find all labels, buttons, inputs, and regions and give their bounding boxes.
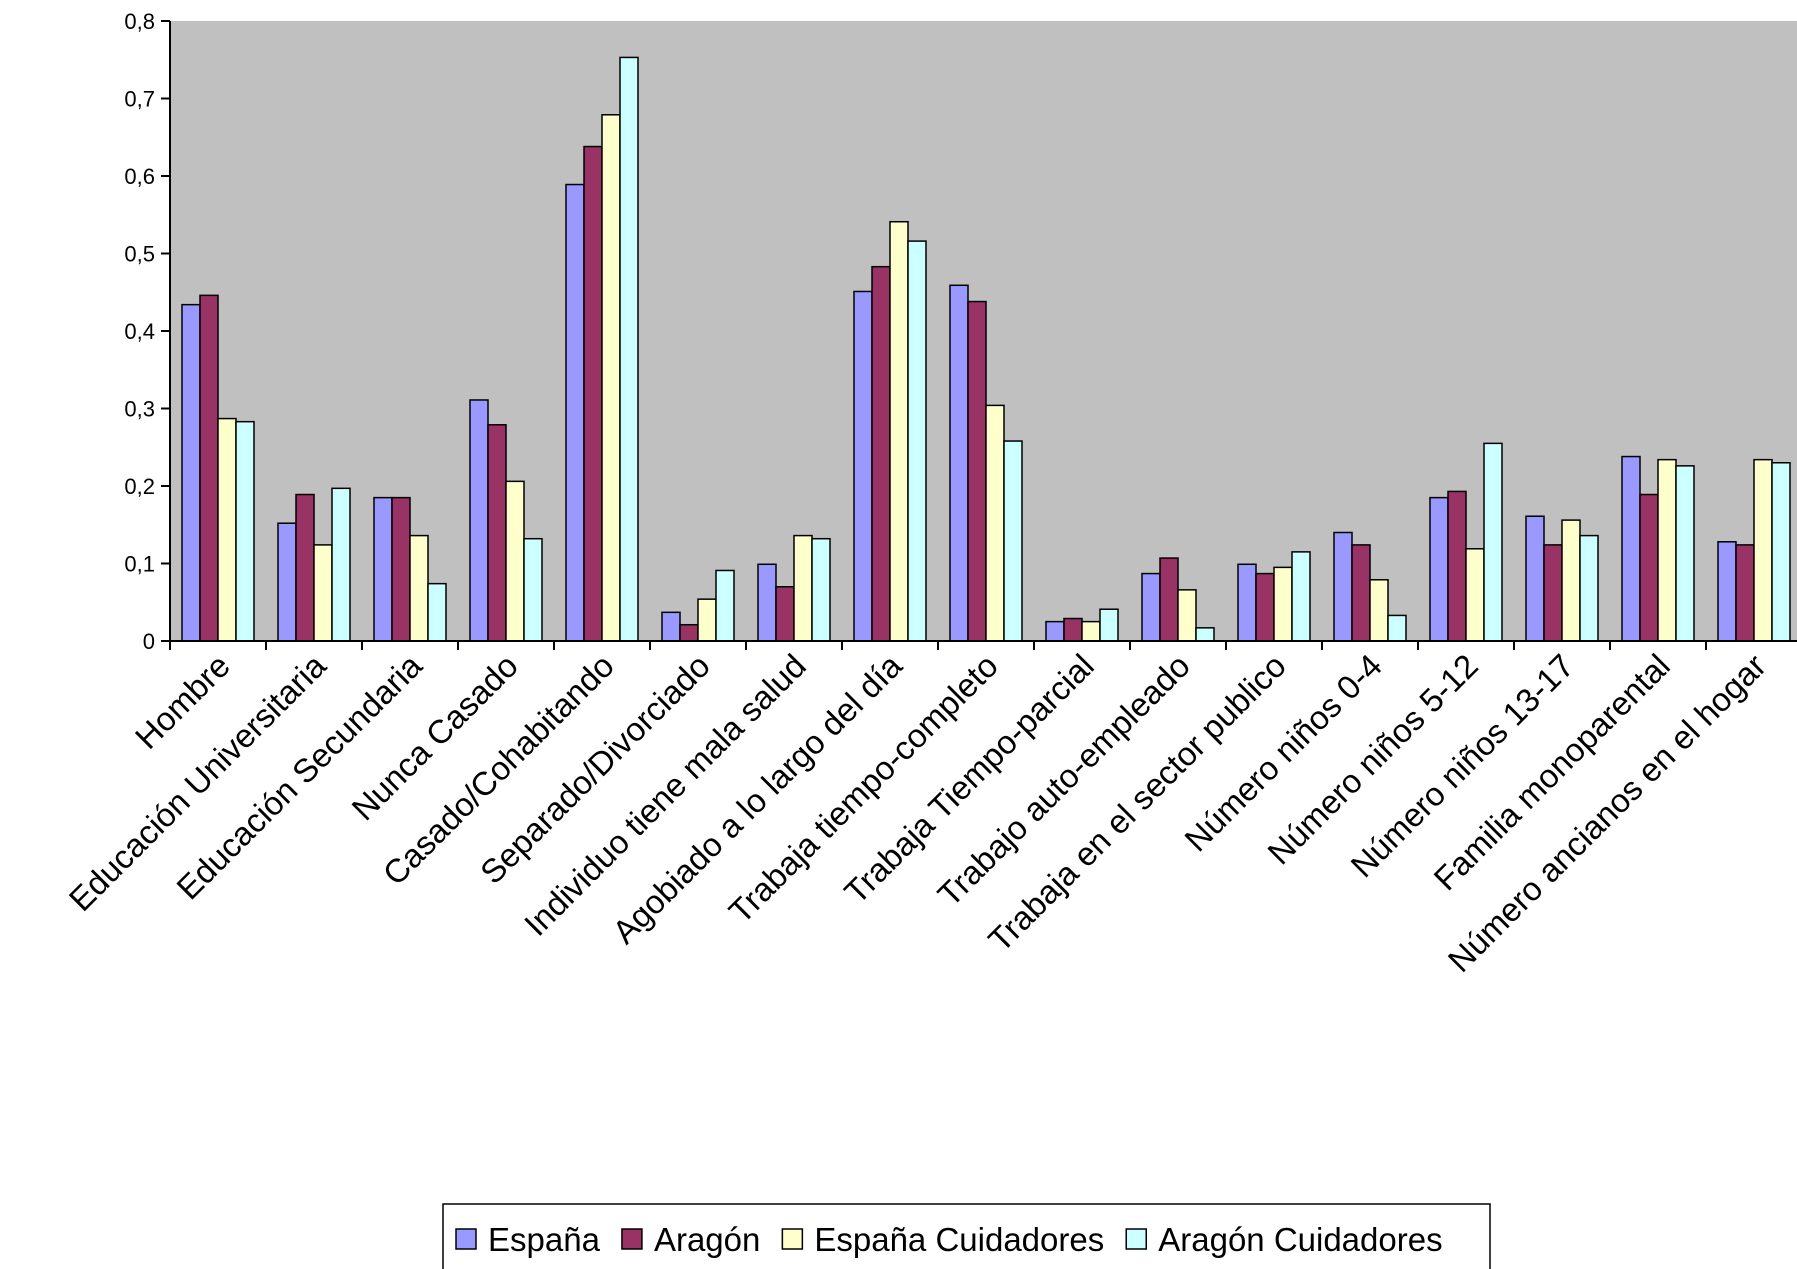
bar [1159, 557, 1179, 642]
bar [1483, 442, 1503, 642]
y-tick-label: 0,4 [124, 319, 155, 344]
bar [1063, 617, 1083, 642]
bar [469, 399, 489, 642]
bar [583, 145, 603, 642]
legend: España Aragón España Cuidadores Aragón Cuid… [442, 1203, 1491, 1269]
bar [793, 534, 813, 642]
bar [235, 420, 255, 642]
bar [1753, 458, 1773, 642]
bar [679, 623, 699, 642]
bar [391, 496, 411, 642]
bar [1333, 531, 1353, 642]
bar [487, 424, 507, 642]
bar [331, 487, 351, 642]
bar [1465, 548, 1485, 642]
bar [985, 404, 1005, 642]
bar [1177, 589, 1197, 642]
bar [949, 284, 969, 642]
legend-box [442, 1203, 1491, 1269]
bar [1543, 544, 1563, 642]
bar [505, 480, 525, 642]
legend-label: Aragón [654, 1221, 760, 1258]
bar [1675, 465, 1695, 642]
legend-label: España Cuidadores [814, 1221, 1104, 1258]
y-tick-label: 0,7 [124, 87, 155, 112]
bar [1387, 614, 1407, 642]
bar [889, 220, 909, 642]
bar [1045, 620, 1065, 642]
bar [601, 114, 621, 642]
bar [1771, 462, 1791, 642]
bar [1525, 515, 1545, 642]
bar [1255, 572, 1275, 642]
legend-label: España [488, 1221, 601, 1258]
bar [313, 544, 333, 642]
bar [1621, 455, 1641, 642]
y-tick-label: 0,6 [124, 164, 155, 189]
bar [1291, 551, 1311, 642]
bar [1561, 519, 1581, 642]
bar [775, 586, 795, 642]
legend-swatch [781, 1228, 804, 1250]
bar [277, 522, 297, 642]
y-tick-label: 0,8 [124, 9, 155, 34]
bar [523, 537, 543, 642]
bar [427, 582, 447, 642]
bar [217, 417, 237, 642]
y-tick-label: 0,3 [124, 397, 155, 422]
bar [1369, 579, 1389, 642]
bar [619, 56, 639, 642]
bar [1081, 620, 1101, 642]
bar [1447, 490, 1467, 642]
bar [1273, 566, 1293, 642]
bar [1099, 608, 1119, 642]
legend-swatch [455, 1228, 477, 1250]
bar [1195, 627, 1215, 642]
y-tick-label: 0,1 [124, 552, 155, 577]
bar [1579, 534, 1599, 642]
bar [967, 300, 987, 642]
x-ticks [169, 641, 1707, 650]
bar [199, 294, 219, 642]
legend-label: Aragón Cuidadores [1158, 1221, 1442, 1258]
bar [757, 563, 777, 642]
legend-items: España Aragón España Cuidadores Aragón Cuid… [455, 1221, 1443, 1258]
y-tick-label: 0 [143, 629, 155, 654]
legend-swatch [621, 1228, 643, 1250]
bar [181, 303, 201, 642]
bar [1735, 544, 1755, 642]
bar [1141, 572, 1161, 642]
bar [1237, 563, 1257, 642]
category-label: Nunca Casado [344, 647, 525, 828]
bar [661, 611, 681, 642]
bar [409, 534, 429, 642]
bar [871, 265, 891, 642]
bar [1639, 493, 1659, 642]
bar [697, 598, 717, 642]
legend-swatch [1125, 1228, 1147, 1250]
bar [1429, 496, 1449, 642]
bar [1657, 458, 1677, 642]
bar [853, 290, 873, 642]
bar [907, 240, 927, 642]
bar [811, 537, 831, 642]
bar [1717, 541, 1737, 642]
bar [1003, 440, 1023, 642]
y-tick-label: 0,5 [124, 242, 155, 267]
y-ticks: 0 0,1 0,2 0,3 0,4 0,5 0,6 0,7 0,8 [124, 9, 170, 654]
y-tick-label: 0,2 [124, 474, 155, 499]
bar [373, 496, 393, 642]
bar [715, 569, 735, 642]
bar [295, 493, 315, 642]
bar [1351, 544, 1371, 642]
bar [565, 183, 585, 642]
